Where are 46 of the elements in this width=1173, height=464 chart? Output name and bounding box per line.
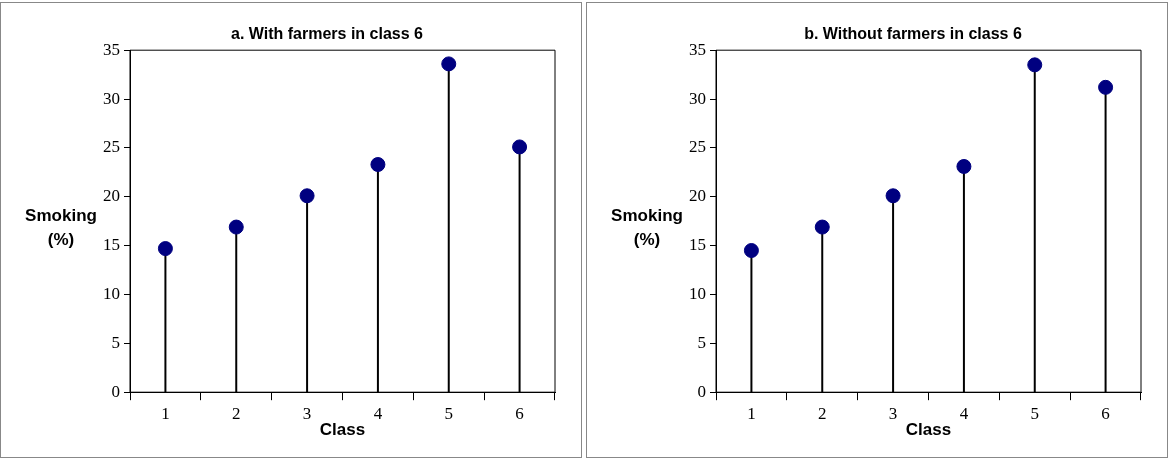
y-axis-title: Smoking (%) — [611, 205, 683, 249]
x-tick-label: 1 — [161, 403, 170, 423]
chart-title: a. With farmers in class 6 — [231, 25, 424, 43]
y-tick-label: 35 — [689, 39, 706, 59]
point — [157, 241, 173, 257]
x-tick-label: 4 — [959, 403, 969, 423]
point — [814, 219, 830, 235]
y-tick-label: 30 — [689, 88, 706, 108]
x-tick-label: 3 — [888, 403, 898, 423]
x-tick-label: 5 — [1030, 403, 1039, 423]
y-tick-label: 10 — [689, 283, 706, 303]
y-tick-label: 20 — [689, 186, 706, 206]
point — [228, 219, 244, 235]
x-axis-title: Class — [319, 420, 366, 440]
y-tick-label: 25 — [689, 137, 706, 157]
y-axis-title: Smoking (%) — [25, 205, 97, 249]
point — [956, 158, 972, 174]
y-tick-label: 30 — [103, 88, 120, 108]
y-tick-label: 5 — [697, 332, 706, 352]
x-tick-label: 1 — [747, 403, 756, 423]
point — [1027, 57, 1043, 73]
x-tick-label: 6 — [515, 403, 524, 423]
x-tick-label: 3 — [302, 403, 312, 423]
y-tick-label: 5 — [111, 332, 120, 352]
point — [743, 243, 759, 259]
x-axis-title: Class — [905, 420, 952, 440]
y-tick-label: 25 — [103, 137, 120, 157]
x-tick-label: 4 — [373, 403, 383, 423]
x-tick-label: 2 — [818, 403, 827, 423]
point — [885, 188, 901, 204]
x-tick-label: 5 — [444, 403, 453, 423]
y-tick-label: 15 — [689, 235, 706, 255]
y-tick-label: 15 — [103, 235, 120, 255]
y-tick-label: 0 — [697, 381, 706, 401]
chart-title: b. Without farmers in class 6 — [804, 25, 1022, 43]
y-tick-label: 20 — [103, 186, 120, 206]
point — [1098, 79, 1114, 95]
y-tick-label: 10 — [103, 283, 120, 303]
y-tick-label: 35 — [103, 39, 120, 59]
point — [370, 157, 386, 173]
point — [441, 56, 457, 72]
point — [299, 188, 315, 204]
x-tick-label: 6 — [1101, 403, 1110, 423]
point — [512, 139, 528, 155]
y-tick-label: 0 — [111, 381, 120, 401]
x-tick-label: 2 — [232, 403, 241, 423]
